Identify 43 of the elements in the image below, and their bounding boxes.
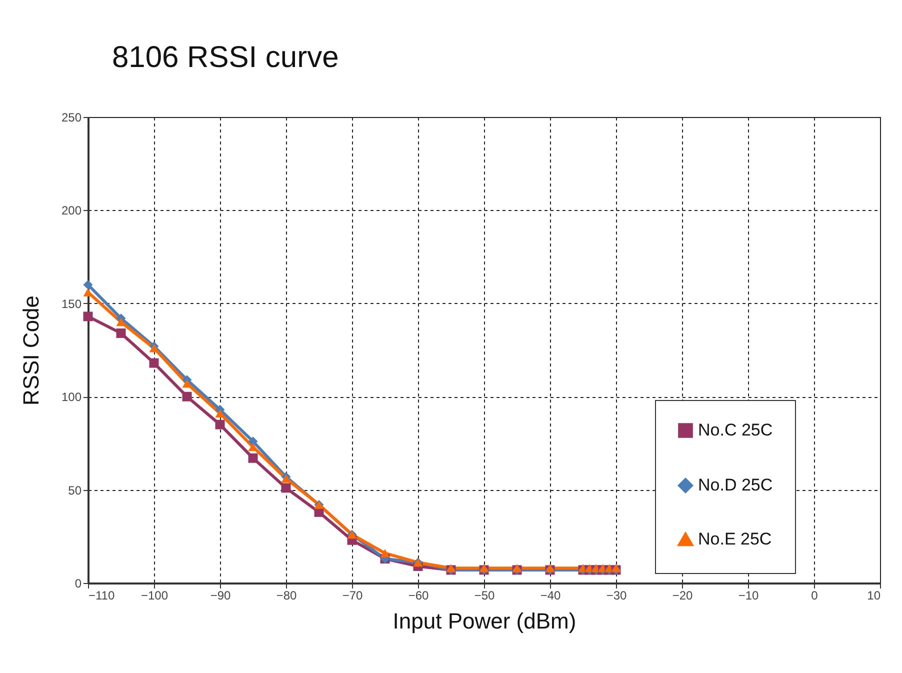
point (512, 564, 522, 572)
point (83, 280, 93, 290)
point (116, 328, 126, 338)
y-tick-label: 150 (61, 296, 82, 311)
point (149, 344, 159, 352)
y-axis-title: RSSI Code (18, 295, 44, 406)
x-tick-label: −40 (540, 588, 561, 602)
y-tick-label: 50 (68, 483, 82, 498)
x-tick-label: −100 (140, 588, 168, 602)
x-tick-label: −10 (738, 588, 759, 602)
point (611, 564, 621, 572)
x-tick-label: 10 (867, 588, 881, 602)
legend-label: No.E 25C (698, 530, 772, 548)
x-axis-title: Input Power (dBm) (392, 608, 576, 634)
point (182, 392, 192, 402)
point (215, 409, 225, 418)
point (281, 474, 291, 483)
x-tick-label: −110 (88, 588, 115, 602)
y-tick-label: 100 (61, 390, 82, 404)
x-tick-label: −20 (672, 588, 693, 602)
point (446, 564, 456, 572)
point (380, 549, 390, 558)
x-tick-label: −50 (474, 588, 495, 602)
y-tick-label: 200 (61, 204, 82, 218)
x-tick-label: 0 (811, 588, 818, 602)
y-tick-label: 0 (74, 576, 82, 590)
legend-label: No.C 25C (698, 420, 773, 440)
x-tick-label: −70 (342, 588, 363, 602)
point (545, 564, 555, 572)
point (215, 420, 225, 430)
point (83, 312, 93, 322)
point (248, 453, 258, 463)
chart-title: 8106 RSSI curve (112, 41, 339, 74)
y-tick-label: 250 (61, 110, 82, 124)
x-tick-label: −30 (606, 588, 627, 602)
x-tick-label: −60 (408, 588, 429, 602)
point (149, 358, 159, 368)
point (281, 483, 291, 493)
point (248, 442, 258, 452)
legend-label: No.D 25C (698, 476, 773, 494)
x-tick-label: −90 (210, 588, 231, 602)
x-tick-label: −80 (276, 588, 297, 602)
point (479, 564, 489, 572)
